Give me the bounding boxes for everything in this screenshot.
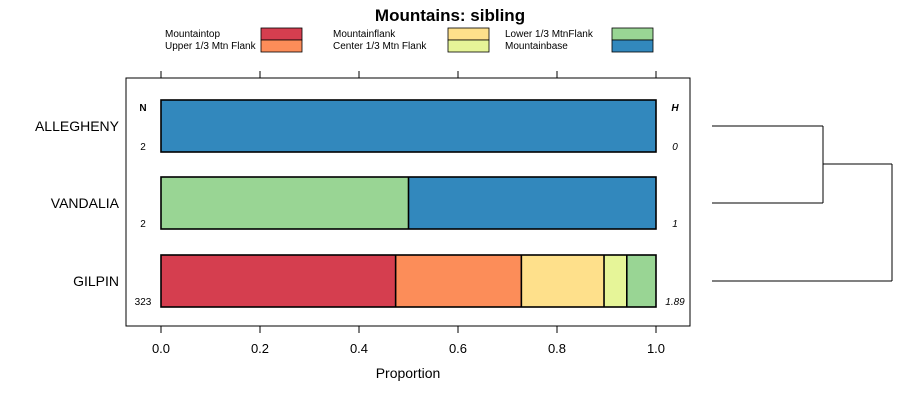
bar-segment <box>521 255 605 307</box>
x-tick-label: 0.8 <box>548 341 566 356</box>
legend-label: Mountaintop <box>165 29 220 40</box>
bar-outline <box>160 99 657 153</box>
bar-segment <box>161 177 409 229</box>
x-axis-title: Proportion <box>376 365 441 381</box>
legend-swatch <box>611 39 654 53</box>
bar-outline <box>160 254 657 308</box>
legend-label: Lower 1/3 MtnFlank <box>505 29 594 40</box>
x-tick-label: 0.2 <box>251 341 269 356</box>
legend-swatch <box>611 27 654 41</box>
plot-frame <box>125 77 691 327</box>
legend-label: Center 1/3 Mtn Flank <box>333 41 427 52</box>
axes: 0.0 0.2 0.4 0.6 0.8 1.0 <box>152 71 665 356</box>
legend-label: Mountainbase <box>505 41 568 52</box>
x-tick-label: 0.0 <box>152 341 170 356</box>
chart-title: Mountains: sibling <box>375 6 525 25</box>
legend-swatch <box>260 39 303 53</box>
n-value: 323 <box>135 297 152 308</box>
bar-segment <box>395 255 522 307</box>
bar-segment <box>408 177 656 229</box>
h-header: H <box>671 103 679 114</box>
category-labels: ALLEGHENY 2 0 VANDALIA 2 1 GILPIN 323 1.89 <box>35 118 685 308</box>
bar-segment <box>161 255 396 307</box>
x-tick-label: 0.4 <box>350 341 368 356</box>
n-header: N <box>139 103 146 114</box>
x-tick-label: 0.6 <box>449 341 467 356</box>
dendrogram <box>712 125 893 282</box>
category-label: VANDALIA <box>51 195 120 211</box>
h-value: 0 <box>672 142 678 153</box>
bar-outline <box>160 176 657 230</box>
legend-swatch <box>260 27 303 41</box>
x-tick-label: 1.0 <box>647 341 665 356</box>
legend-swatch <box>447 39 490 53</box>
legend-label: Mountainflank <box>333 29 396 40</box>
bar-segment <box>161 100 656 152</box>
bars <box>160 99 657 308</box>
legend-label: Upper 1/3 Mtn Flank <box>165 41 257 52</box>
h-value: 1.89 <box>665 297 685 308</box>
category-label: GILPIN <box>73 273 119 289</box>
n-value: 2 <box>140 219 146 230</box>
bar-segment <box>604 255 627 307</box>
bar-segment <box>626 255 656 307</box>
category-label: ALLEGHENY <box>35 118 120 134</box>
h-value: 1 <box>672 219 678 230</box>
legend-swatch <box>447 27 490 41</box>
n-value: 2 <box>140 142 146 153</box>
